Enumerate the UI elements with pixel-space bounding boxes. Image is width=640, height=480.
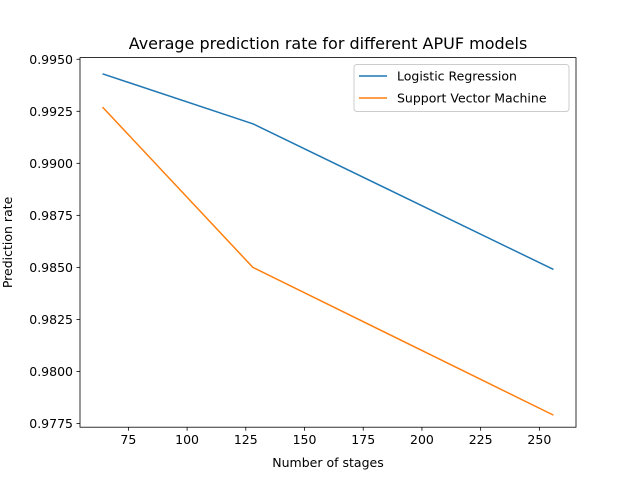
x-tick-label: 200 (410, 432, 434, 447)
y-tick-label: 0.9900 (29, 156, 73, 171)
x-tick-label: 125 (234, 432, 258, 447)
y-tick-label: 0.9825 (29, 312, 73, 327)
legend-box (353, 64, 570, 112)
x-tick-label: 175 (351, 432, 375, 447)
series-line-logistic-regression (102, 73, 554, 271)
y-tick-label: 0.9800 (29, 364, 73, 379)
y-tick-label: 0.9925 (29, 104, 73, 119)
x-tick-label: 150 (293, 432, 317, 447)
plot-frame (79, 57, 577, 428)
y-axis: 0.9775 0.9800 0.9825 0.9850 0.9875 0.9900 0.99… (29, 52, 80, 431)
y-tick-label: 0.9775 (29, 416, 73, 431)
x-axis: 75 100 125 150 175 200 225 250 (120, 427, 551, 447)
series-group (102, 73, 554, 416)
legend-label-logistic-regression: Logistic Regression (397, 69, 517, 84)
series-line-support-vector-machine (102, 106, 554, 416)
legend: Logistic Regression Support Vector Machin… (353, 64, 570, 112)
y-tick-label: 0.9950 (29, 52, 73, 67)
x-tick-label: 75 (120, 432, 136, 447)
y-tick-label: 0.9850 (29, 260, 73, 275)
x-tick-label: 225 (469, 432, 493, 447)
y-axis-label: Prediction rate (0, 196, 15, 288)
x-axis-label: Number of stages (272, 455, 383, 470)
x-tick-label: 100 (175, 432, 199, 447)
legend-label-support-vector-machine: Support Vector Machine (397, 91, 547, 106)
y-tick-label: 0.9875 (29, 208, 73, 223)
x-tick-label: 250 (527, 432, 551, 447)
chart-title: Average prediction rate for different AP… (129, 34, 528, 53)
